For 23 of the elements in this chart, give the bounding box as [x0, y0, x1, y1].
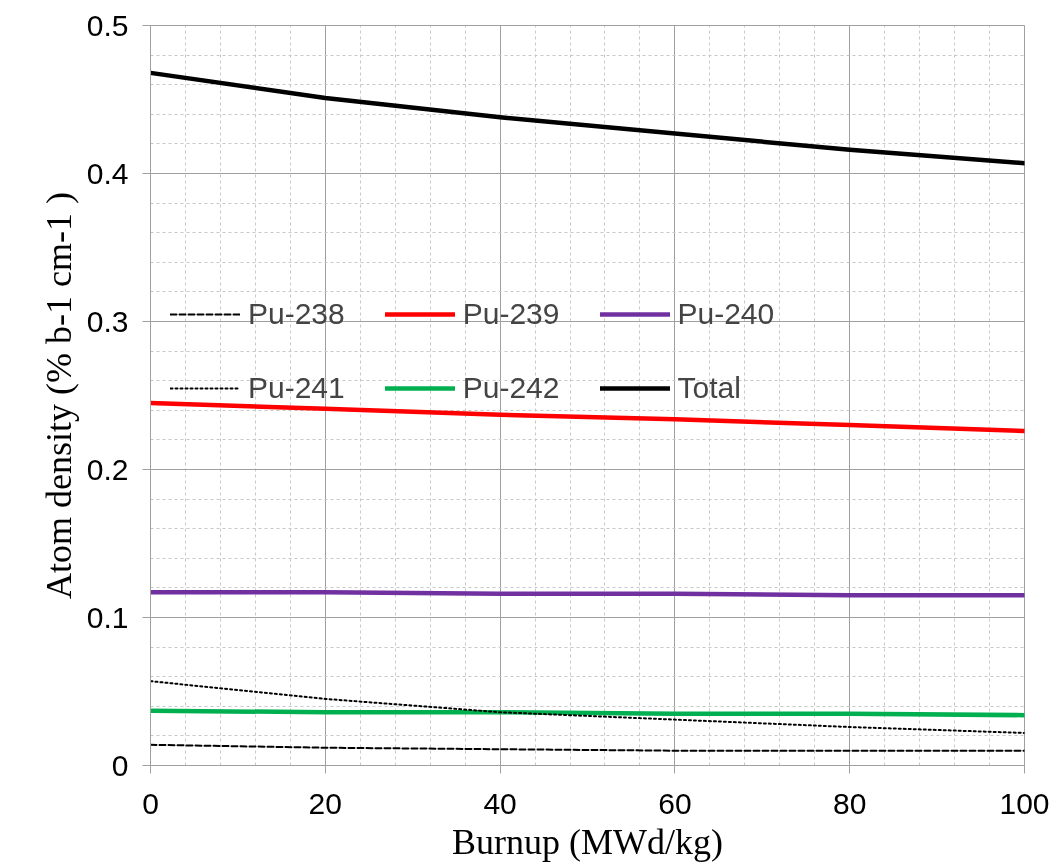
legend-label: Pu-242: [462, 371, 560, 405]
y-tick-label: 0.2: [86, 452, 129, 486]
line-series: [150, 400, 1025, 434]
legend-label: Pu-238: [248, 297, 345, 331]
legend-label: Pu-239: [462, 297, 560, 331]
y-tick-label: 0.1: [86, 600, 129, 634]
x-tick-label: 20: [308, 786, 342, 820]
y-tick-label: 0.4: [86, 156, 129, 190]
line-series: [150, 70, 1025, 166]
x-tick-label: 60: [658, 786, 692, 820]
y-tick-label: 0: [111, 748, 129, 782]
y-tick-label: 0.5: [86, 8, 129, 42]
x-tick-label: 0: [142, 786, 159, 820]
x-tick-label: 80: [833, 786, 867, 820]
x-tick-label: 40: [483, 786, 517, 820]
legend-label: Pu-241: [248, 371, 345, 405]
x-tick-label: 100: [999, 786, 1050, 820]
legend-label: Pu-240: [677, 297, 775, 331]
y-tick-label: 0.3: [86, 304, 129, 338]
x-axis-title: Burnup (MWd/kg): [452, 821, 723, 862]
line-series: [150, 680, 1025, 734]
y-axis-title: Atom density (% b-1 cm-1 ): [38, 192, 79, 599]
legend-label: Total: [677, 371, 741, 405]
